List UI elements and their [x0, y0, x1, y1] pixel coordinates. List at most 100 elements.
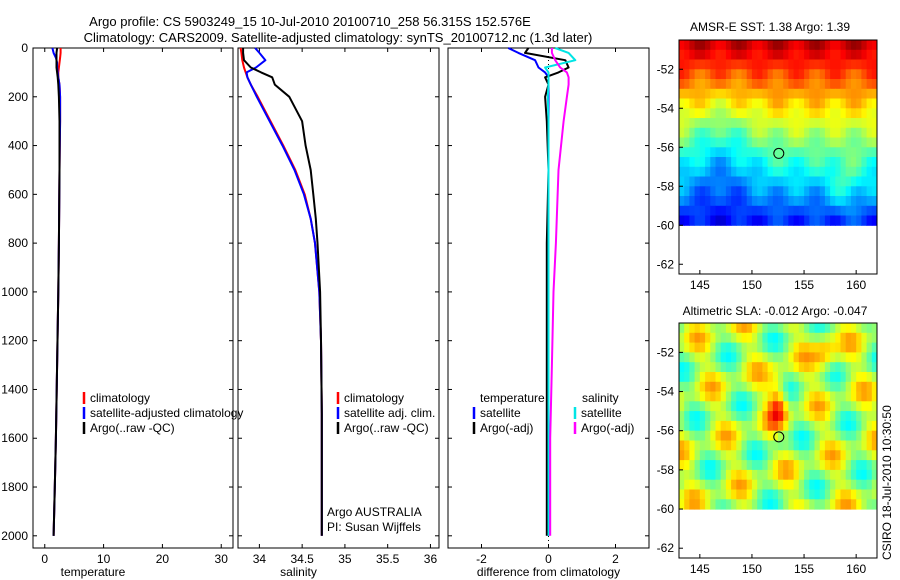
heatmap-cell	[861, 479, 868, 490]
heatmap-cell	[871, 205, 878, 217]
depth-tick-label: 200	[8, 90, 28, 104]
heatmap-cell	[751, 166, 758, 178]
heatmap-cell	[720, 362, 727, 373]
heatmap-cell	[694, 440, 701, 451]
heatmap-cell	[850, 391, 857, 402]
heatmap-cell	[684, 88, 690, 100]
heatmap-cell	[699, 489, 706, 500]
heatmap-cell	[772, 205, 779, 217]
heatmap-cell	[731, 127, 737, 139]
heatmap-cell	[689, 40, 696, 51]
heatmap-cell	[767, 372, 774, 383]
heatmap-cell	[710, 127, 716, 139]
heatmap-cell	[751, 430, 758, 441]
heatmap-cell	[830, 166, 836, 178]
heatmap-cell	[804, 479, 810, 490]
heatmap-cell	[715, 49, 722, 61]
heatmap-cell	[684, 450, 690, 461]
heatmap-cell	[783, 215, 789, 226]
heatmap-cell	[767, 127, 774, 139]
heatmap-cell	[725, 323, 732, 334]
heatmap-cell	[757, 186, 763, 197]
heatmap-cell	[783, 489, 789, 500]
heatmap-cell	[850, 196, 857, 207]
heatmap-cell	[845, 147, 852, 158]
heatmap-cell	[840, 342, 847, 353]
heatmap-cell	[772, 166, 779, 178]
heatmap-cell	[679, 469, 685, 481]
heatmap-cell	[699, 401, 706, 412]
series-line-argo-raw-qc-	[242, 48, 323, 536]
heatmap-cell	[731, 391, 737, 402]
heatmap-cell	[751, 118, 758, 129]
heatmap-cell	[835, 186, 841, 197]
heatmap-cell	[814, 127, 821, 139]
heatmap-cell	[856, 469, 862, 481]
depth-tick-label: 0	[21, 41, 28, 55]
heatmap-cell	[720, 205, 727, 217]
heatmap-cell	[715, 196, 722, 207]
heatmap-cell	[736, 59, 742, 70]
y-tick-label: -62	[657, 541, 675, 555]
heatmap-cell	[694, 196, 701, 207]
heatmap-cell	[793, 342, 800, 353]
heatmap-cell	[871, 108, 878, 119]
legend-label-satellite: satellite adj. clim.	[344, 406, 435, 420]
heatmap-cell	[715, 411, 722, 422]
temperature-legend: climatology satellite-adjusted climatolo…	[82, 391, 243, 435]
heatmap-cell	[856, 108, 862, 119]
heatmap-cell	[772, 420, 779, 432]
heatmap-cell	[715, 108, 722, 119]
heatmap-cell	[830, 137, 836, 148]
heatmap-cell	[856, 391, 862, 402]
heatmap-cell	[819, 430, 826, 441]
heatmap-cell	[809, 489, 815, 500]
heatmap-cell	[699, 196, 706, 207]
heatmap-cell	[824, 166, 831, 178]
heatmap-cell	[866, 196, 873, 207]
heatmap-cell	[798, 372, 805, 383]
heatmap-cell	[715, 479, 722, 490]
heatmap-cell	[757, 176, 763, 187]
heatmap-cell	[684, 127, 690, 139]
heatmap-cell	[751, 215, 758, 226]
heatmap-cell	[814, 176, 821, 187]
heatmap-cell	[699, 157, 706, 168]
heatmap-cell	[871, 362, 878, 373]
heatmap-cell	[684, 440, 690, 451]
heatmap-cell	[783, 499, 789, 510]
heatmap-cell	[861, 499, 868, 510]
heatmap-cell	[689, 440, 696, 451]
heatmap-cell	[835, 411, 841, 422]
heatmap-cell	[705, 49, 711, 61]
heatmap-cell	[798, 489, 805, 500]
heatmap-cell	[856, 489, 862, 500]
heatmap-cell	[741, 469, 748, 481]
heatmap-cell	[705, 372, 711, 383]
heatmap-cell	[809, 430, 815, 441]
heatmap-cell	[679, 49, 685, 61]
heatmap-cell	[757, 372, 763, 383]
heatmap-cell	[804, 362, 810, 373]
heatmap-cell	[694, 205, 701, 217]
heatmap-cell	[767, 440, 774, 451]
heatmap-cell	[845, 469, 852, 481]
heatmap-cell	[814, 215, 821, 226]
heatmap-cell	[824, 157, 831, 168]
heatmap-cell	[798, 127, 805, 139]
heatmap-cell	[809, 342, 815, 353]
heatmap-cell	[767, 215, 774, 226]
heatmap-cell	[804, 49, 810, 61]
heatmap-cell	[814, 391, 821, 402]
heatmap-cell	[798, 460, 805, 471]
heatmap-cell	[798, 49, 805, 61]
heatmap-cell	[819, 372, 826, 383]
heatmap-cell	[705, 108, 711, 119]
heatmap-cell	[762, 196, 769, 207]
heatmap-cell	[778, 411, 784, 422]
heatmap-cell	[840, 186, 847, 197]
heatmap-cell	[705, 420, 711, 432]
heatmap-cell	[679, 127, 685, 139]
